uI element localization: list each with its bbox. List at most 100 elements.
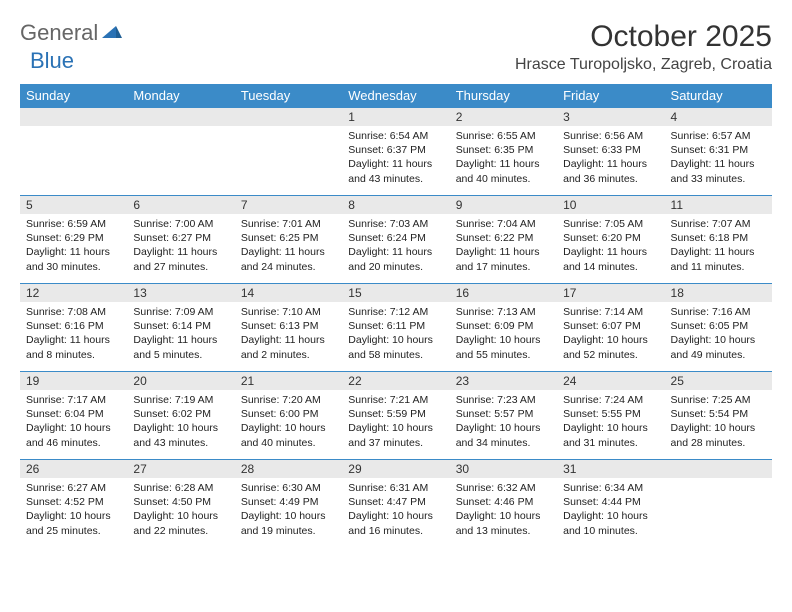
daylight-line: Daylight: 11 hours and 11 minutes. xyxy=(671,246,755,272)
day-number: 30 xyxy=(450,460,557,478)
sunrise-line: Sunrise: 6:54 AM xyxy=(348,130,428,142)
calendar-cell: 22Sunrise: 7:21 AMSunset: 5:59 PMDayligh… xyxy=(342,372,449,460)
calendar-cell: 4Sunrise: 6:57 AMSunset: 6:31 PMDaylight… xyxy=(665,108,772,196)
sunset-line: Sunset: 6:14 PM xyxy=(133,320,211,332)
calendar-cell: 26Sunrise: 6:27 AMSunset: 4:52 PMDayligh… xyxy=(20,460,127,548)
sunset-line: Sunset: 5:54 PM xyxy=(671,408,749,420)
calendar-cell: 29Sunrise: 6:31 AMSunset: 4:47 PMDayligh… xyxy=(342,460,449,548)
sunset-line: Sunset: 6:35 PM xyxy=(456,144,534,156)
sunset-line: Sunset: 6:13 PM xyxy=(241,320,319,332)
sunrise-line: Sunrise: 7:23 AM xyxy=(456,394,536,406)
calendar-table: SundayMondayTuesdayWednesdayThursdayFrid… xyxy=(20,84,772,548)
weekday-header: Tuesday xyxy=(235,84,342,108)
day-number: 7 xyxy=(235,196,342,214)
calendar-cell: 8Sunrise: 7:03 AMSunset: 6:24 PMDaylight… xyxy=(342,196,449,284)
sunrise-line: Sunrise: 6:56 AM xyxy=(563,130,643,142)
calendar-cell: 13Sunrise: 7:09 AMSunset: 6:14 PMDayligh… xyxy=(127,284,234,372)
day-number: 16 xyxy=(450,284,557,302)
sunrise-line: Sunrise: 7:25 AM xyxy=(671,394,751,406)
day-details: Sunrise: 6:34 AMSunset: 4:44 PMDaylight:… xyxy=(557,478,664,542)
day-details: Sunrise: 6:54 AMSunset: 6:37 PMDaylight:… xyxy=(342,126,449,190)
calendar-cell: 24Sunrise: 7:24 AMSunset: 5:55 PMDayligh… xyxy=(557,372,664,460)
day-number: 24 xyxy=(557,372,664,390)
sunrise-line: Sunrise: 6:31 AM xyxy=(348,482,428,494)
sunrise-line: Sunrise: 6:57 AM xyxy=(671,130,751,142)
day-details: Sunrise: 7:12 AMSunset: 6:11 PMDaylight:… xyxy=(342,302,449,366)
day-number: 31 xyxy=(557,460,664,478)
day-details: Sunrise: 7:14 AMSunset: 6:07 PMDaylight:… xyxy=(557,302,664,366)
calendar-body: 1Sunrise: 6:54 AMSunset: 6:37 PMDaylight… xyxy=(20,108,772,548)
brand-part1: General xyxy=(20,20,98,46)
calendar-cell: 28Sunrise: 6:30 AMSunset: 4:49 PMDayligh… xyxy=(235,460,342,548)
calendar-cell: 11Sunrise: 7:07 AMSunset: 6:18 PMDayligh… xyxy=(665,196,772,284)
calendar-cell: 3Sunrise: 6:56 AMSunset: 6:33 PMDaylight… xyxy=(557,108,664,196)
sunset-line: Sunset: 6:24 PM xyxy=(348,232,426,244)
calendar-cell: 16Sunrise: 7:13 AMSunset: 6:09 PMDayligh… xyxy=(450,284,557,372)
sunset-line: Sunset: 5:59 PM xyxy=(348,408,426,420)
day-number: 1 xyxy=(342,108,449,126)
day-details: Sunrise: 7:17 AMSunset: 6:04 PMDaylight:… xyxy=(20,390,127,454)
daylight-line: Daylight: 10 hours and 58 minutes. xyxy=(348,334,433,360)
daylight-line: Daylight: 11 hours and 20 minutes. xyxy=(348,246,432,272)
sunset-line: Sunset: 6:04 PM xyxy=(26,408,104,420)
day-details: Sunrise: 7:13 AMSunset: 6:09 PMDaylight:… xyxy=(450,302,557,366)
day-number: 4 xyxy=(665,108,772,126)
day-number: 23 xyxy=(450,372,557,390)
daylight-line: Daylight: 10 hours and 22 minutes. xyxy=(133,510,218,536)
sunset-line: Sunset: 4:52 PM xyxy=(26,496,104,508)
calendar-week-row: 12 Sunrise: 7:08 AM Sunset: 6:16 PM Dayligh… xyxy=(20,284,772,372)
sunset-line: Sunset: 6:20 PM xyxy=(563,232,641,244)
day-details: Sunrise: 7:01 AMSunset: 6:25 PMDaylight:… xyxy=(235,214,342,278)
calendar-cell: 15Sunrise: 7:12 AMSunset: 6:11 PMDayligh… xyxy=(342,284,449,372)
day-number: 6 xyxy=(127,196,234,214)
sunrise-line: Sunrise: 7:12 AM xyxy=(348,306,428,318)
day-number: 19 xyxy=(20,372,127,390)
calendar-cell: 14Sunrise: 7:10 AMSunset: 6:13 PMDayligh… xyxy=(235,284,342,372)
calendar-cell xyxy=(20,108,127,196)
sunrise-line: Sunrise: 6:59 AM xyxy=(26,218,106,230)
day-details: Sunrise: 7:04 AMSunset: 6:22 PMDaylight:… xyxy=(450,214,557,278)
sunset-line: Sunset: 6:09 PM xyxy=(456,320,534,332)
daylight-line: Daylight: 10 hours and 52 minutes. xyxy=(563,334,648,360)
title-block: October 2025 Hrasce Turopoljsko, Zagreb,… xyxy=(515,20,772,74)
daylight-line: Daylight: 10 hours and 31 minutes. xyxy=(563,422,648,448)
sunset-line: Sunset: 6:16 PM xyxy=(26,320,104,332)
daylight-line: Daylight: 11 hours and 36 minutes. xyxy=(563,158,647,184)
page-header: General October 2025 Hrasce Turopoljsko,… xyxy=(20,20,772,74)
calendar-cell: 12Sunrise: 7:08 AMSunset: 6:16 PMDayligh… xyxy=(20,284,127,372)
sunset-line: Sunset: 4:46 PM xyxy=(456,496,534,508)
day-details: Sunrise: 7:05 AMSunset: 6:20 PMDaylight:… xyxy=(557,214,664,278)
sunrise-line: Sunrise: 7:09 AM xyxy=(133,306,213,318)
sunrise-line: Sunrise: 6:27 AM xyxy=(26,482,106,494)
daylight-line: Daylight: 10 hours and 16 minutes. xyxy=(348,510,433,536)
calendar-cell: 2Sunrise: 6:55 AMSunset: 6:35 PMDaylight… xyxy=(450,108,557,196)
day-number: 21 xyxy=(235,372,342,390)
day-number: 9 xyxy=(450,196,557,214)
day-number: 10 xyxy=(557,196,664,214)
calendar-cell: 23Sunrise: 7:23 AMSunset: 5:57 PMDayligh… xyxy=(450,372,557,460)
sunrise-line: Sunrise: 7:21 AM xyxy=(348,394,428,406)
day-number: 28 xyxy=(235,460,342,478)
day-details: Sunrise: 7:10 AMSunset: 6:13 PMDaylight:… xyxy=(235,302,342,366)
day-number: 12 xyxy=(20,284,127,302)
day-details: Sunrise: 6:56 AMSunset: 6:33 PMDaylight:… xyxy=(557,126,664,190)
day-number: 8 xyxy=(342,196,449,214)
sunrise-line: Sunrise: 6:30 AM xyxy=(241,482,321,494)
weekday-header-row: SundayMondayTuesdayWednesdayThursdayFrid… xyxy=(20,84,772,108)
day-number: 3 xyxy=(557,108,664,126)
daylight-line: Daylight: 11 hours and 2 minutes. xyxy=(241,334,325,360)
day-number: 27 xyxy=(127,460,234,478)
weekday-header: Friday xyxy=(557,84,664,108)
calendar-cell xyxy=(665,460,772,548)
sunset-line: Sunset: 6:05 PM xyxy=(671,320,749,332)
sunrise-line: Sunrise: 7:08 AM xyxy=(26,306,106,318)
daylight-line: Daylight: 11 hours and 43 minutes. xyxy=(348,158,432,184)
daylight-line: Daylight: 10 hours and 34 minutes. xyxy=(456,422,541,448)
weekday-header: Sunday xyxy=(20,84,127,108)
day-details: Sunrise: 6:57 AMSunset: 6:31 PMDaylight:… xyxy=(665,126,772,190)
calendar-cell: 6Sunrise: 7:00 AMSunset: 6:27 PMDaylight… xyxy=(127,196,234,284)
day-details: Sunrise: 7:08 AMSunset: 6:16 PMDaylight:… xyxy=(20,302,127,366)
calendar-cell: 19Sunrise: 7:17 AMSunset: 6:04 PMDayligh… xyxy=(20,372,127,460)
calendar-week-row: 5Sunrise: 6:59 AMSunset: 6:29 PMDaylight… xyxy=(20,196,772,284)
calendar-cell: 9Sunrise: 7:04 AMSunset: 6:22 PMDaylight… xyxy=(450,196,557,284)
